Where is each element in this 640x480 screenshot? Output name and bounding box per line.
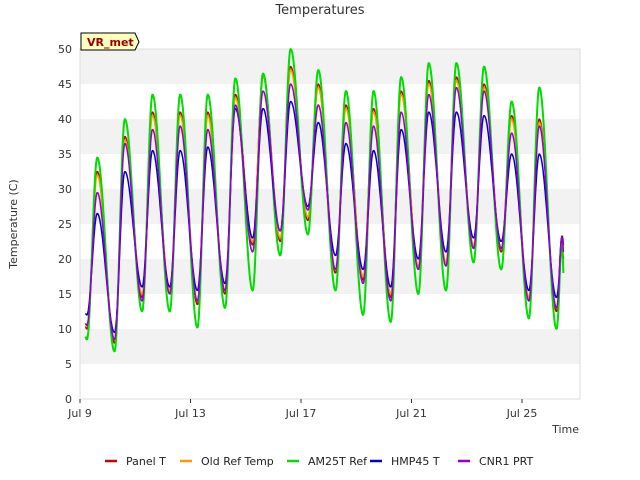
legend-label: AM25T Ref [308, 455, 368, 468]
badge-box [80, 32, 140, 51]
x-tick-label: Jul 17 [285, 407, 317, 420]
legend: Panel T Old Ref Temp AM25T Ref HMP45 T CNR1 … [105, 455, 534, 468]
grid-band [80, 329, 580, 364]
chart-title: Temperatures [274, 3, 364, 18]
badge-label: VR_met [87, 36, 134, 49]
vr-met-badge: VR_met [80, 32, 140, 51]
y-tick-label: 0 [65, 393, 72, 406]
y-tick-label: 40 [58, 113, 72, 126]
grid-band [80, 364, 580, 399]
legend-label: CNR1 PRT [479, 455, 534, 468]
x-tick-label: Jul 21 [395, 407, 427, 420]
plot-frame [79, 48, 581, 400]
series-line-cnr1-prt [84, 83, 565, 341]
y-axis-title: Temperature (C) [7, 179, 20, 269]
y-tick-label: 10 [58, 323, 72, 336]
grid-band [80, 154, 580, 189]
y-axis-ticks: 0 5 10 15 20 25 30 35 40 45 50 [58, 43, 72, 406]
legend-label: Panel T [126, 455, 166, 468]
x-tick-label: Jul 13 [174, 407, 206, 420]
y-tick-label: 35 [58, 148, 72, 161]
y-tick-label: 25 [58, 218, 72, 231]
x-axis-title: Time [551, 423, 579, 436]
y-tick-label: 15 [58, 288, 72, 301]
x-axis-ticks: Jul 9 Jul 13 Jul 17 Jul 21 Jul 25 [67, 399, 537, 420]
y-tick-label: 5 [65, 358, 72, 371]
grid-band [80, 49, 580, 84]
legend-label: Old Ref Temp [201, 455, 274, 468]
grid-band [80, 84, 580, 119]
series-line-am25t-ref [84, 48, 565, 353]
series-lines [84, 48, 565, 353]
y-tick-label: 20 [58, 253, 72, 266]
grid-band [80, 119, 580, 154]
x-tick-label: Jul 25 [506, 407, 538, 420]
y-tick-label: 45 [58, 78, 72, 91]
grid-band [80, 259, 580, 294]
y-tick-label: 30 [58, 183, 72, 196]
legend-label: HMP45 T [391, 455, 440, 468]
x-tick-label: Jul 9 [67, 407, 92, 420]
y-tick-label: 50 [58, 43, 72, 56]
grid-band [80, 294, 580, 329]
